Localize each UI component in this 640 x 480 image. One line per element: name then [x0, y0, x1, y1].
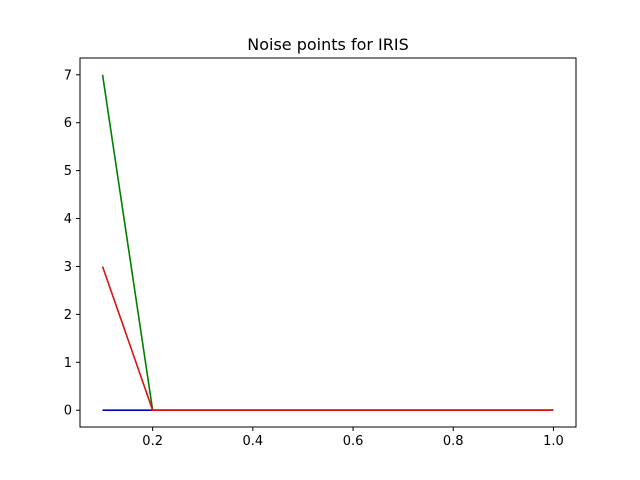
x-tick-label: 1.0: [543, 434, 564, 449]
y-tick-label: 5: [64, 164, 72, 179]
y-tick-label: 1: [64, 356, 72, 371]
y-tick-label: 3: [64, 260, 72, 275]
y-tick-label: 6: [64, 116, 72, 131]
x-tick-label: 0.8: [443, 434, 464, 449]
y-axis: 0 1 2 3 4 5 6 7: [64, 68, 80, 419]
series-line-2: [101, 74, 554, 412]
y-tick-label: 0: [64, 404, 72, 419]
y-tick-label: 4: [64, 212, 72, 227]
x-tick-label: 0.4: [243, 434, 264, 449]
x-tick-label: 0.2: [142, 434, 163, 449]
x-tick-label: 0.6: [343, 434, 364, 449]
series-layer: [101, 74, 554, 412]
chart-title: Noise points for IRIS: [247, 35, 409, 54]
plot-frame: [79, 57, 577, 428]
y-tick-label: 7: [64, 68, 72, 83]
series-line-3: [101, 266, 554, 412]
y-tick-label: 2: [64, 308, 72, 323]
x-axis: 0.2 0.4 0.6 0.8 1.0: [142, 427, 564, 449]
